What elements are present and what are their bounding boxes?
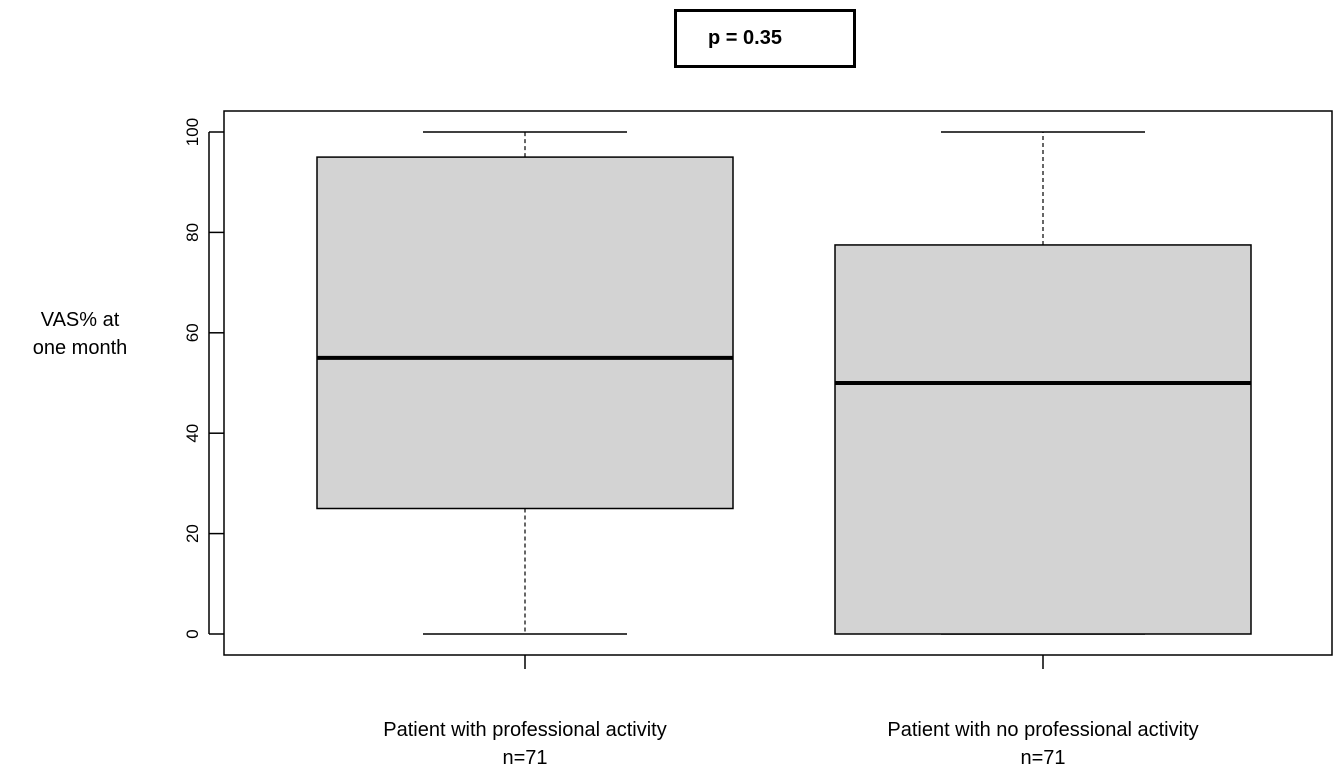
y-axis-label: VAS% at one month <box>0 306 160 362</box>
y-tick-label-80: 80 <box>183 223 202 242</box>
x-axis <box>524 655 1044 669</box>
iqr-box-1 <box>316 156 734 510</box>
y-tick-label-60: 60 <box>183 323 202 342</box>
y-tick-label-0: 0 <box>183 629 202 638</box>
category-name-1: Patient with professional activity <box>383 719 667 741</box>
category-name-2: Patient with no professional activity <box>887 719 1199 741</box>
category-count-1: n=71 <box>502 747 548 769</box>
y-axis-label-line-1: VAS% at <box>40 309 120 331</box>
plot-frame <box>223 110 1333 656</box>
p-value-box: p = 0.35 <box>674 9 856 68</box>
box-1 <box>316 131 734 635</box>
boxes <box>316 131 1252 635</box>
y-tick-label-20: 20 <box>183 524 202 543</box>
box-2 <box>834 131 1252 635</box>
category-label-1: Patient with professional activity n=71 <box>265 716 785 772</box>
y-axis-label-line-2: one month <box>32 337 128 359</box>
y-tick-label-40: 40 <box>183 424 202 443</box>
iqr-box-2 <box>834 244 1252 635</box>
y-axis: 0 20 40 60 80 100 <box>183 118 224 639</box>
category-label-2: Patient with no professional activity n=… <box>783 716 1303 772</box>
p-value-label: p = 0.35 <box>708 27 782 49</box>
category-count-2: n=71 <box>1020 747 1066 769</box>
y-tick-label-100: 100 <box>183 118 202 146</box>
